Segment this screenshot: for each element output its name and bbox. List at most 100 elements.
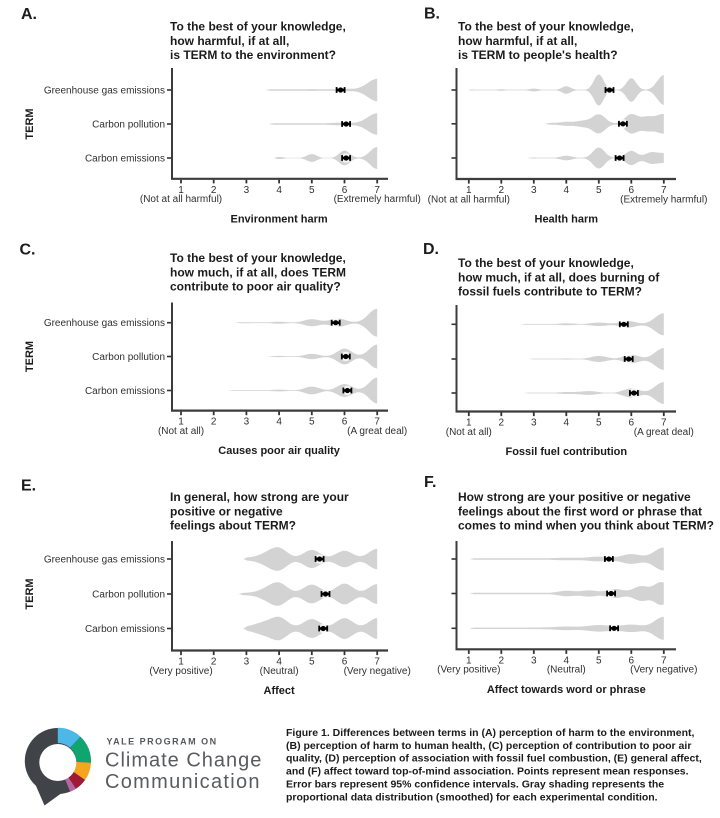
svg-text:3: 3 [244,185,250,196]
svg-text:B.: B. [424,6,440,23]
svg-text:7: 7 [661,418,667,429]
svg-text:proportional data distribution: proportional data distribution (smoothed… [286,791,658,803]
svg-text:6: 6 [629,655,635,666]
svg-text:A.: A. [21,6,37,23]
svg-text:7: 7 [661,185,667,196]
svg-text:D.: D. [423,241,439,258]
svg-text:Fossil fuel contribution: Fossil fuel contribution [505,446,627,458]
svg-text:Error bars represent 95% confi: Error bars represent 95% confidence inte… [286,778,664,790]
svg-text:is TERM to people's health?: is TERM to people's health? [458,48,618,62]
svg-text:How strong are your positive o: How strong are your positive or negative [458,490,691,504]
svg-text:E.: E. [21,478,36,495]
svg-text:Climate Change: Climate Change [105,750,262,772]
svg-text:2: 2 [211,657,217,668]
svg-text:(Not at all): (Not at all) [158,426,204,437]
svg-text:To the best of your knowledge,: To the best of your knowledge, [458,20,634,34]
svg-text:how harmful, if at all,: how harmful, if at all, [170,34,289,48]
svg-text:4: 4 [276,185,282,196]
svg-text:(Neutral): (Neutral) [260,666,299,677]
svg-text:1: 1 [178,185,184,196]
svg-text:2: 2 [211,185,217,196]
svg-text:5: 5 [309,657,315,668]
svg-text:Communication: Communication [105,771,261,793]
svg-text:5: 5 [309,185,315,196]
svg-text:3: 3 [244,417,250,428]
svg-text:quality, (D) perception of ass: quality, (D) perception of association w… [286,753,702,765]
svg-text:fossil fuels contribute to TER: fossil fuels contribute to TERM? [458,285,642,299]
svg-text:1: 1 [178,657,184,668]
svg-text:(Very negative): (Very negative) [344,666,411,677]
svg-text:(A great deal): (A great deal) [347,426,407,437]
svg-text:Carbon pollution: Carbon pollution [92,590,165,601]
svg-text:(Very negative): (Very negative) [630,665,697,676]
svg-text:5: 5 [309,417,315,428]
svg-text:Carbon pollution: Carbon pollution [92,352,165,363]
svg-text:7: 7 [661,655,667,666]
svg-text:and (F) affect toward top-of-m: and (F) affect toward top-of-mind associ… [286,766,689,778]
svg-text:Greenhouse gas emissions: Greenhouse gas emissions [44,86,165,97]
svg-text:Greenhouse gas emissions: Greenhouse gas emissions [44,555,165,566]
svg-text:TERM: TERM [24,108,36,139]
svg-text:feelings about the first word: feelings about the first word or phrase … [458,504,702,518]
svg-text:To the best of your knowledge,: To the best of your knowledge, [458,256,634,270]
svg-text:F.: F. [424,474,436,491]
svg-text:1: 1 [466,185,472,196]
svg-text:7: 7 [374,657,380,668]
svg-text:Causes poor air quality: Causes poor air quality [218,445,341,457]
svg-text:1: 1 [178,417,184,428]
svg-text:(A great deal): (A great deal) [634,427,694,438]
svg-text:Greenhouse gas emissions: Greenhouse gas emissions [44,318,165,329]
svg-text:Affect: Affect [264,685,296,697]
svg-text:Carbon emissions: Carbon emissions [85,154,165,165]
svg-text:(Not at all): (Not at all) [446,427,492,438]
svg-text:2: 2 [499,185,505,196]
svg-text:(Neutral): (Neutral) [547,665,586,676]
svg-text:2: 2 [499,655,505,666]
svg-text:2: 2 [211,417,217,428]
svg-text:2: 2 [499,418,505,429]
svg-text:4: 4 [564,655,570,666]
svg-text:6: 6 [629,185,635,196]
svg-text:TERM: TERM [24,578,36,609]
svg-text:is TERM to the environment?: is TERM to the environment? [170,48,336,62]
svg-text:(Extremely harmful): (Extremely harmful) [334,194,421,205]
svg-text:4: 4 [564,418,570,429]
svg-text:1: 1 [466,655,472,666]
svg-text:(Very positive): (Very positive) [149,666,212,677]
svg-text:(Very positive): (Very positive) [437,665,500,676]
svg-text:4: 4 [276,417,282,428]
svg-text:how much, if at all, does burn: how much, if at all, does burning of [458,270,660,284]
svg-text:In general, how strong are you: In general, how strong are your [170,490,349,504]
svg-text:To the best of your knowledge,: To the best of your knowledge, [170,251,346,265]
svg-text:Carbon emissions: Carbon emissions [85,386,165,397]
svg-text:TERM: TERM [24,341,36,372]
svg-text:how much, if at all, does TERM: how much, if at all, does TERM [170,265,346,279]
svg-text:1: 1 [466,418,472,429]
svg-text:3: 3 [531,185,537,196]
svg-text:(Not at all harmful): (Not at all harmful) [140,194,222,205]
svg-text:Carbon pollution: Carbon pollution [92,120,165,131]
svg-text:5: 5 [596,418,602,429]
svg-text:Affect towards word or phrase: Affect towards word or phrase [487,684,646,696]
svg-text:(B) perception of harm to huma: (B) perception of harm to human health, … [286,740,691,752]
svg-text:contribute to poor air quality: contribute to poor air quality? [170,280,341,294]
svg-text:feelings about TERM?: feelings about TERM? [170,519,296,533]
svg-text:7: 7 [374,417,380,428]
svg-text:4: 4 [564,185,570,196]
svg-text:Health harm: Health harm [535,214,599,226]
svg-text:To the best of your knowledge,: To the best of your knowledge, [170,20,346,34]
svg-text:comes to mind when you think a: comes to mind when you think about TERM? [458,519,714,533]
svg-text:Figure 1. Differences between: Figure 1. Differences between terms in (… [286,727,694,739]
svg-text:4: 4 [276,657,282,668]
svg-text:6: 6 [342,657,348,668]
svg-text:6: 6 [342,417,348,428]
svg-text:(Extremely harmful): (Extremely harmful) [620,194,707,205]
svg-text:7: 7 [374,185,380,196]
svg-text:how harmful, if at all,: how harmful, if at all, [458,34,577,48]
svg-text:3: 3 [244,657,250,668]
svg-text:3: 3 [531,418,537,429]
svg-text:C.: C. [20,242,36,259]
svg-text:5: 5 [596,655,602,666]
svg-text:positive or negative: positive or negative [170,504,283,518]
svg-text:(Not at all harmful): (Not at all harmful) [428,194,510,205]
